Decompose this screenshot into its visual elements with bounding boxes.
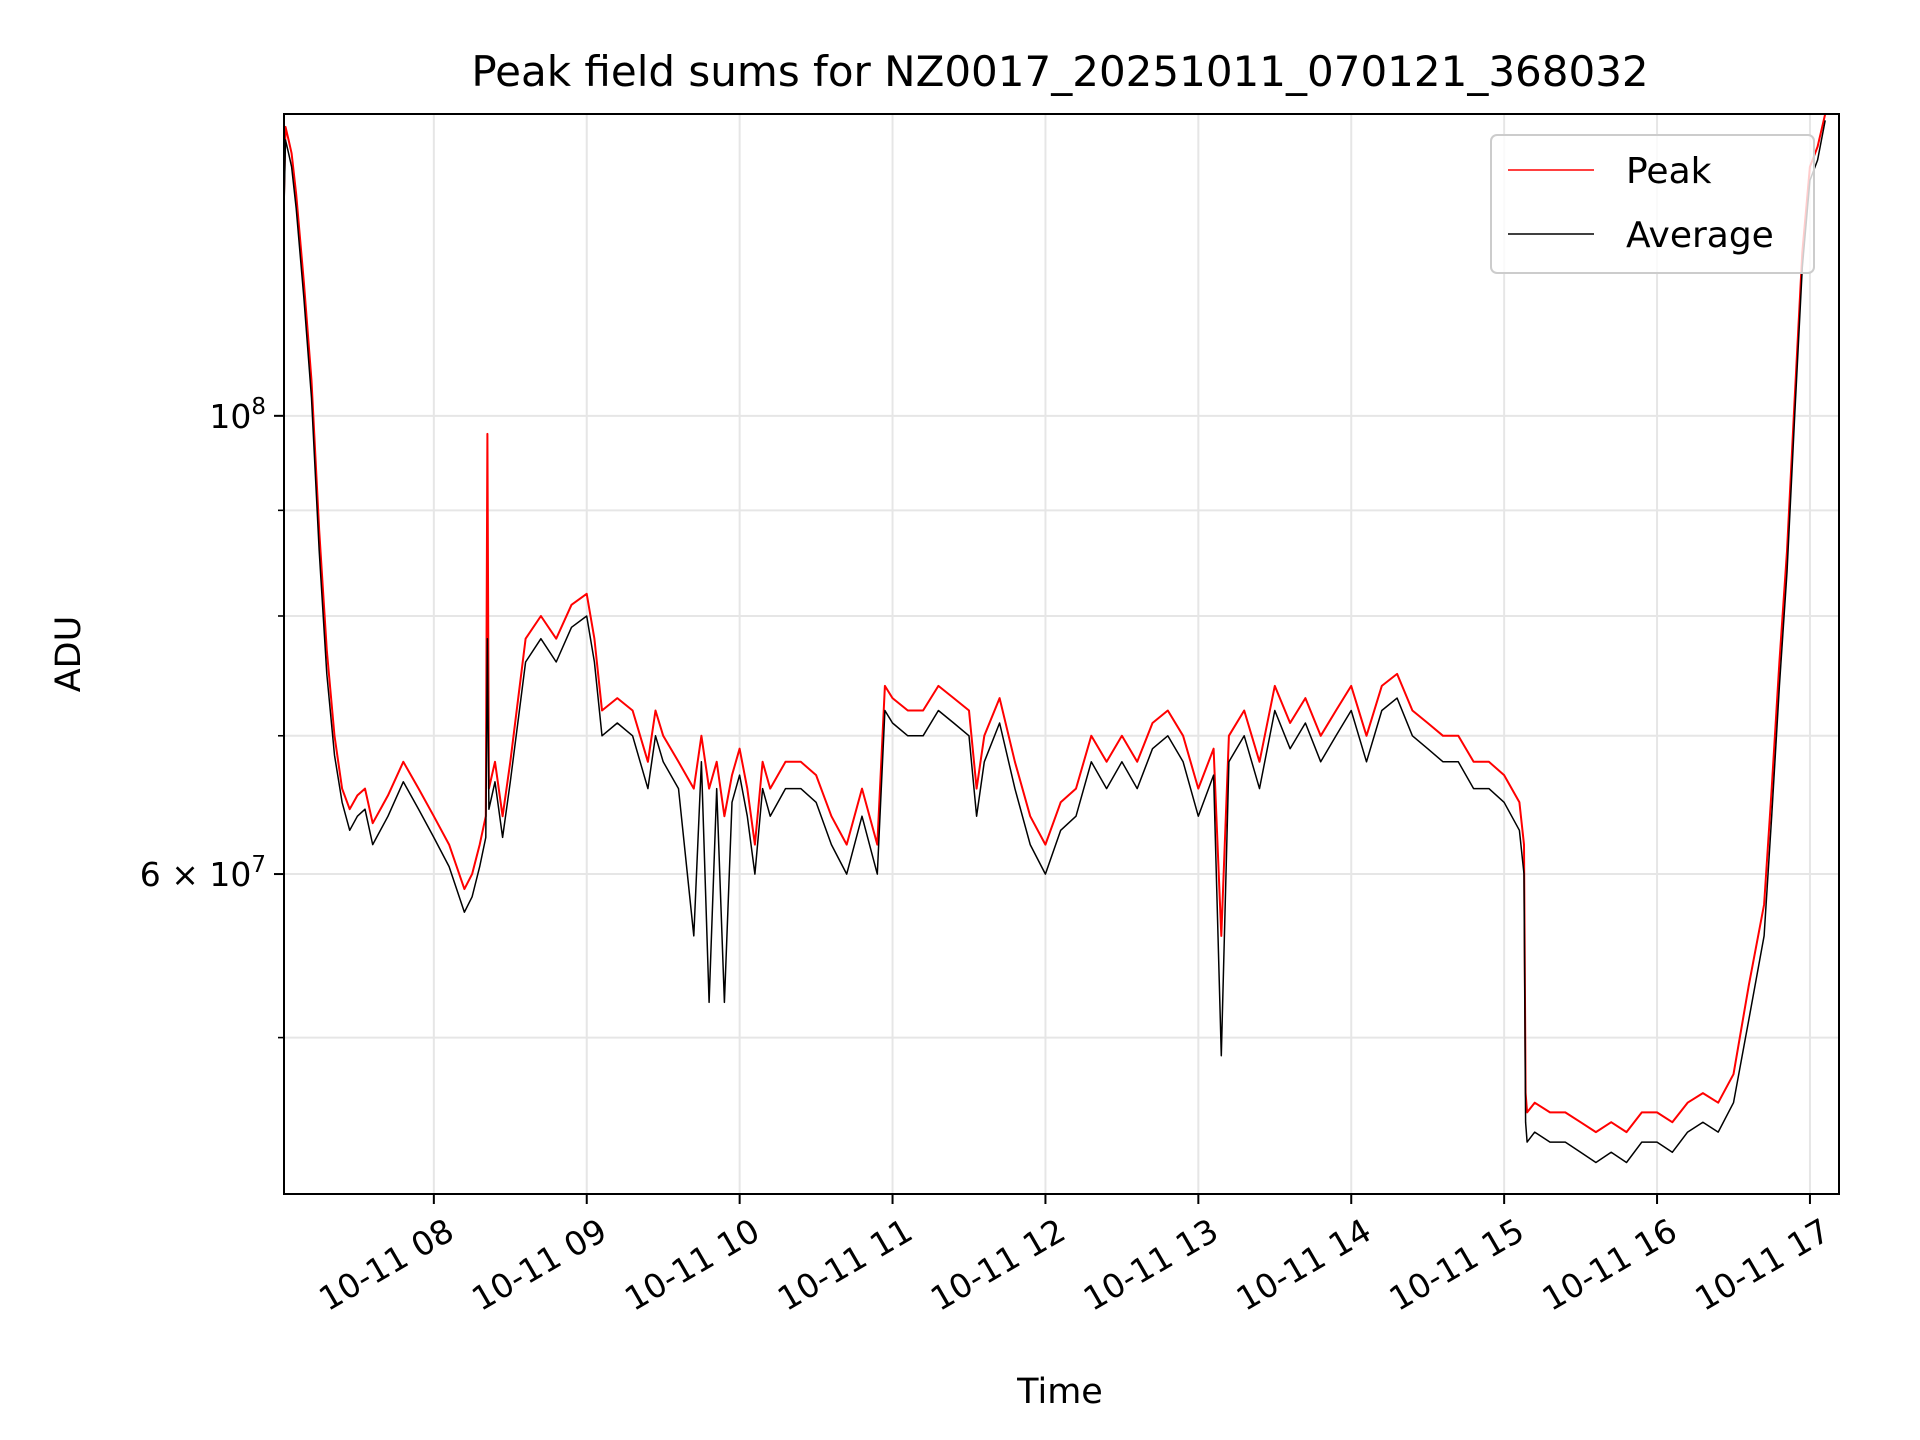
grid-layer: [284, 114, 1839, 1194]
y-tick-label: 6 × 107: [140, 852, 266, 894]
legend-label-peak: Peak: [1626, 151, 1712, 192]
x-axis-label: Time: [1016, 1372, 1103, 1412]
y-axis-label: ADU: [49, 616, 89, 693]
plot-frame: [283, 113, 1840, 1195]
chart-title: Peak field sums for NZ0017_20251011_0701…: [471, 47, 1648, 96]
series-line-peak: [283, 113, 1827, 1134]
series-line-average: [283, 120, 1826, 1164]
series-layer: [283, 113, 1827, 1164]
y-tick-label: 108: [209, 394, 266, 436]
legend-label-average: Average: [1626, 215, 1774, 256]
legend: Peak Average: [1490, 134, 1815, 274]
